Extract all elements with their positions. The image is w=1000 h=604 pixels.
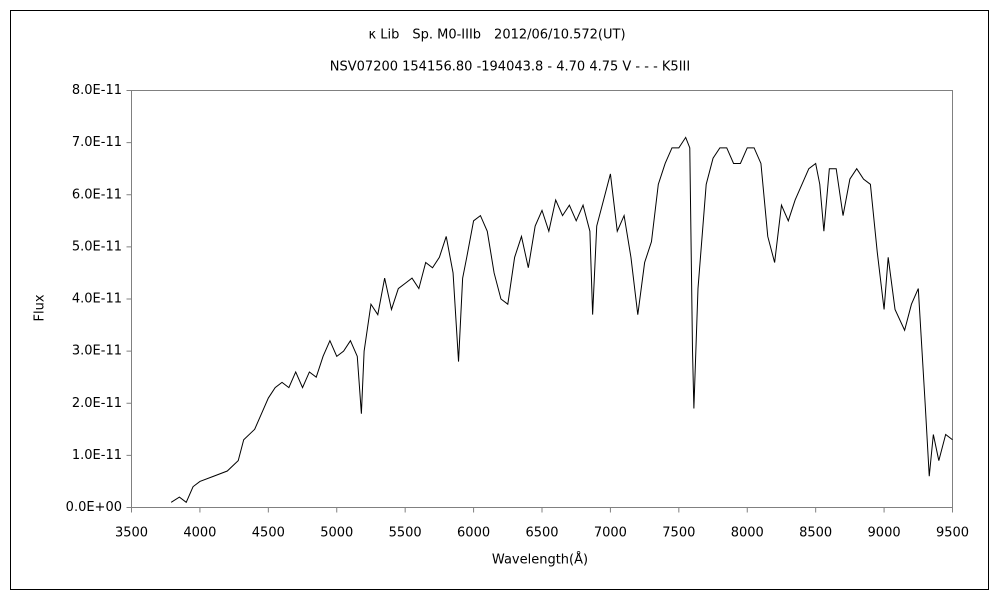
y-tick-label: 2.0E-11 — [72, 396, 122, 411]
y-tick-label: 8.0E-11 — [72, 83, 122, 98]
x-tick-label: 4000 — [183, 526, 216, 541]
x-tick-label: 3500 — [115, 526, 148, 541]
x-tick-label: 8000 — [731, 526, 764, 541]
y-tick-label: 4.0E-11 — [72, 292, 122, 307]
x-axis-label: Wavelength(Å) — [492, 552, 588, 568]
x-tick-label: 7500 — [662, 526, 695, 541]
x-tick-label: 5500 — [389, 526, 422, 541]
y-tick-label: 7.0E-11 — [72, 135, 122, 150]
y-tick-label: 1.0E-11 — [72, 448, 122, 463]
x-tick-label: 4500 — [252, 526, 285, 541]
x-tick-label: 5000 — [320, 526, 353, 541]
chart-title: κ Lib Sp. M0-IIIb 2012/06/10.572(UT) — [368, 28, 625, 43]
y-axis-label: Flux — [33, 294, 48, 321]
x-tick-label: 6000 — [457, 526, 490, 541]
y-tick-label: 3.0E-11 — [72, 344, 122, 359]
chart-subtitle: NSV07200 154156.80 -194043.8 - 4.70 4.75… — [330, 60, 690, 75]
x-tick-label: 9500 — [936, 526, 969, 541]
y-tick-label: 5.0E-11 — [72, 239, 122, 254]
x-tick-label: 6500 — [525, 526, 558, 541]
x-tick-label: 7000 — [594, 526, 627, 541]
y-tick-label: 0.0E+00 — [66, 500, 122, 515]
x-tick-label: 8500 — [799, 526, 832, 541]
spectrum-line — [170, 136, 953, 504]
x-tick-label: 9000 — [868, 526, 901, 541]
y-tick-label: 6.0E-11 — [72, 187, 122, 202]
plot-area — [131, 90, 953, 508]
